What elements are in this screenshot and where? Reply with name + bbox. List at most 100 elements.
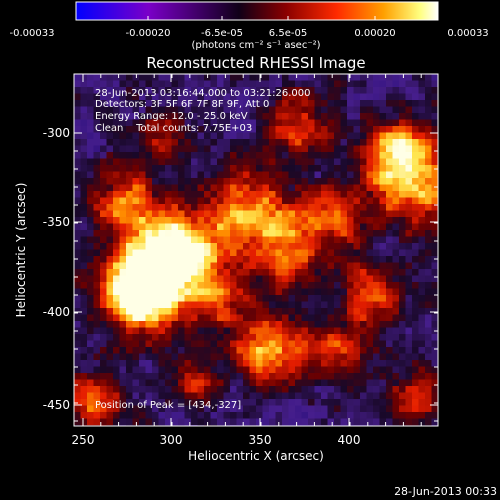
- image-pixel: [399, 392, 406, 400]
- image-pixel: [74, 249, 81, 257]
- image-pixel: [243, 119, 250, 127]
- image-pixel: [152, 249, 159, 257]
- image-pixel: [314, 204, 322, 211]
- image-pixel: [308, 191, 315, 198]
- image-pixel: [295, 347, 302, 354]
- image-pixel: [353, 93, 361, 101]
- image-pixel: [210, 301, 218, 309]
- image-pixel: [145, 347, 153, 354]
- image-pixel: [386, 418, 393, 426]
- image-pixel: [418, 249, 426, 257]
- image-pixel: [269, 366, 276, 374]
- image-pixel: [275, 126, 283, 133]
- image-pixel: [425, 126, 432, 133]
- image-pixel: [100, 80, 107, 88]
- image-pixel: [223, 399, 231, 406]
- image-pixel: [301, 392, 309, 400]
- image-pixel: [288, 308, 296, 315]
- image-pixel: [399, 379, 406, 387]
- image-pixel: [340, 412, 348, 419]
- image-pixel: [236, 178, 244, 185]
- image-pixel: [295, 373, 302, 380]
- image-pixel: [314, 93, 322, 101]
- clean-counts-label: Clean Total counts: 7.75E+03: [95, 123, 252, 134]
- image-pixel: [301, 178, 309, 185]
- image-pixel: [74, 184, 81, 192]
- image-pixel: [204, 334, 211, 341]
- image-pixel: [340, 249, 348, 257]
- image-pixel: [132, 132, 140, 140]
- image-pixel: [230, 191, 237, 198]
- image-pixel: [405, 87, 413, 94]
- image-pixel: [93, 230, 101, 237]
- image-pixel: [373, 418, 380, 426]
- image-pixel: [392, 366, 400, 374]
- image-pixel: [269, 418, 276, 426]
- image-pixel: [87, 360, 94, 367]
- image-pixel: [184, 340, 192, 348]
- image-pixel: [275, 87, 283, 94]
- image-pixel: [152, 269, 159, 276]
- image-pixel: [132, 139, 140, 146]
- image-pixel: [301, 171, 309, 179]
- image-pixel: [230, 204, 237, 211]
- image-pixel: [431, 249, 438, 257]
- image-pixel: [418, 347, 426, 354]
- image-pixel: [353, 412, 361, 419]
- image-pixel: [418, 197, 426, 205]
- image-pixel: [145, 126, 153, 133]
- image-pixel: [308, 217, 315, 224]
- image-pixel: [340, 165, 348, 172]
- image-pixel: [386, 353, 393, 361]
- image-pixel: [425, 223, 432, 231]
- image-pixel: [321, 217, 328, 224]
- image-pixel: [379, 327, 387, 335]
- image-pixel: [282, 340, 289, 348]
- image-pixel: [100, 249, 107, 257]
- image-pixel: [152, 295, 159, 302]
- image-pixel: [152, 327, 159, 335]
- image-pixel: [74, 204, 81, 211]
- image-pixel: [262, 145, 270, 153]
- image-pixel: [113, 386, 120, 393]
- image-pixel: [308, 321, 315, 328]
- image-pixel: [74, 243, 81, 250]
- image-pixel: [74, 230, 81, 237]
- image-pixel: [184, 405, 192, 413]
- image-pixel: [295, 360, 302, 367]
- image-pixel: [87, 223, 94, 231]
- image-pixel: [145, 288, 153, 296]
- image-pixel: [269, 373, 276, 380]
- image-pixel: [353, 314, 361, 322]
- image-pixel: [184, 399, 192, 406]
- image-pixel: [327, 204, 335, 211]
- image-pixel: [119, 191, 127, 198]
- image-pixel: [178, 347, 185, 354]
- image-pixel: [191, 295, 198, 302]
- image-pixel: [327, 269, 335, 276]
- image-pixel: [100, 204, 107, 211]
- image-pixel: [425, 197, 432, 205]
- image-pixel: [282, 145, 289, 153]
- image-pixel: [327, 379, 335, 387]
- image-pixel: [204, 353, 211, 361]
- image-pixel: [425, 275, 432, 283]
- image-pixel: [184, 145, 192, 153]
- image-pixel: [100, 314, 107, 322]
- image-pixel: [295, 145, 302, 153]
- image-pixel: [373, 334, 380, 341]
- image-pixel: [301, 145, 309, 153]
- image-pixel: [425, 262, 432, 270]
- image-pixel: [334, 327, 341, 335]
- image-pixel: [80, 87, 88, 94]
- image-pixel: [314, 80, 322, 88]
- image-pixel: [119, 412, 127, 419]
- image-pixel: [152, 145, 159, 153]
- image-pixel: [412, 243, 419, 250]
- image-pixel: [425, 269, 432, 276]
- image-pixel: [139, 288, 146, 296]
- image-pixel: [334, 386, 341, 393]
- image-pixel: [178, 295, 185, 302]
- image-pixel: [158, 418, 166, 426]
- image-pixel: [282, 204, 289, 211]
